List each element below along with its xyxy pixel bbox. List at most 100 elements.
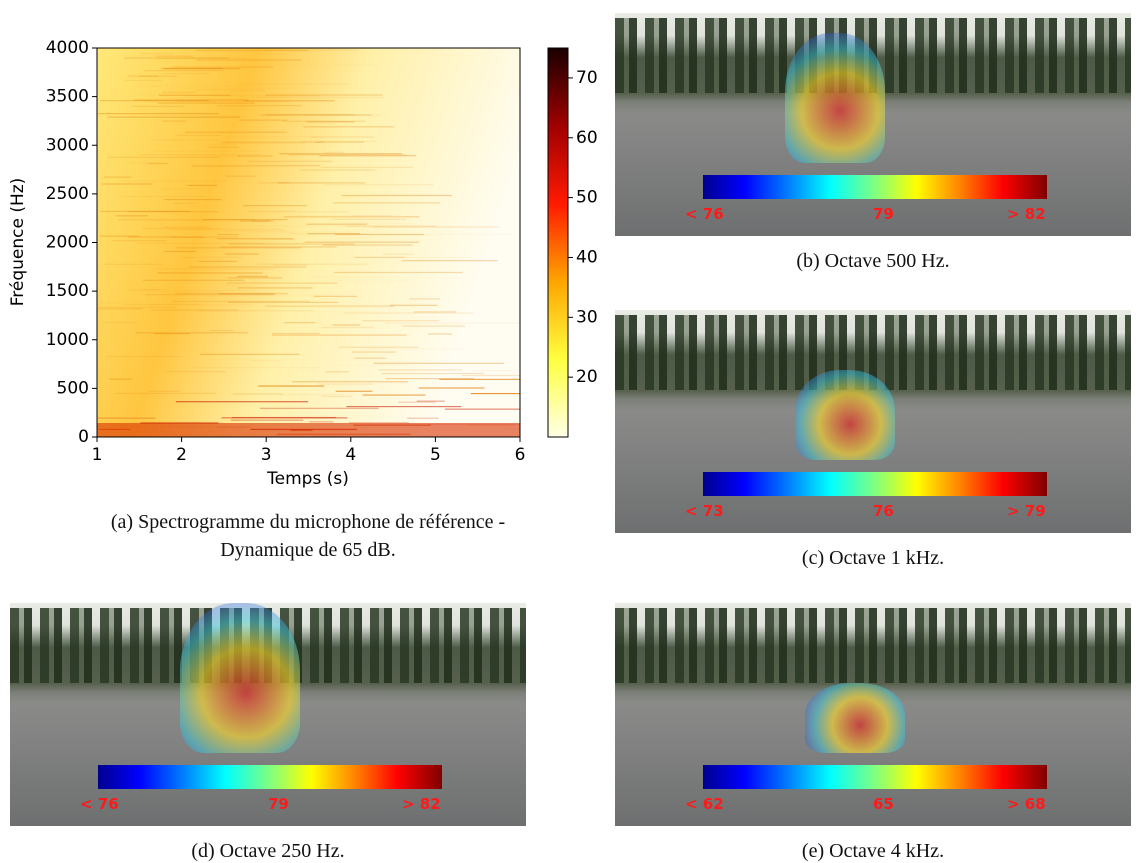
photo: < 73 76 > 79 — [615, 310, 1131, 533]
spectrogram-texture — [207, 146, 239, 148]
spectrogram-texture — [263, 49, 359, 51]
spectrogram-texture — [232, 393, 283, 395]
spectrogram-texture — [239, 220, 270, 222]
spectrogram-texture — [128, 211, 219, 213]
spectrogram-texture — [189, 266, 307, 268]
spectrogram-texture — [227, 277, 283, 279]
caption: (c) Octave 1 kHz. — [801, 547, 945, 569]
colorbar — [703, 175, 1047, 199]
spectrogram-texture — [282, 120, 366, 122]
spectrogram-texture — [164, 250, 197, 253]
spectrogram-texture — [413, 311, 457, 313]
spectrogram-texture — [362, 394, 426, 396]
spectrogram-texture — [213, 126, 271, 127]
spectrogram-texture — [97, 423, 520, 437]
colorbar-tick-label: 30 — [576, 307, 598, 327]
spectrogram-texture — [470, 370, 520, 372]
spectrogram-texture — [334, 271, 463, 274]
spectrogram-texture — [245, 210, 296, 212]
spectrogram-texture — [173, 202, 194, 204]
sound-overlay — [785, 33, 885, 163]
spectrogram-texture — [162, 72, 211, 75]
spectrogram-texture — [197, 310, 314, 312]
spectrogram-texture — [100, 210, 191, 213]
spectrogram-texture — [277, 182, 365, 184]
spectrogram-texture — [353, 215, 394, 217]
spectrogram-texture — [98, 306, 176, 308]
spectrogram-texture — [154, 268, 276, 270]
spectrogram-texture — [237, 155, 273, 157]
spectrogram-texture — [343, 312, 474, 314]
spectrogram-texture — [402, 325, 465, 327]
spectrogram-texture — [272, 334, 407, 336]
spectrogram-texture — [284, 216, 420, 218]
spectrogram-texture — [175, 100, 291, 103]
spectrogram-texture — [381, 372, 485, 375]
spectrogram-texture — [228, 301, 339, 303]
spectrogram-texture — [101, 183, 153, 185]
spectrogram-texture — [147, 162, 169, 165]
spectrogram-texture — [140, 422, 219, 424]
spectrogram-texture — [138, 75, 177, 77]
spectrogram-texture — [170, 203, 261, 204]
y-tick-label: 3000 — [46, 135, 89, 155]
spectrogram-texture — [157, 272, 263, 274]
spectrogram-texture — [195, 49, 308, 52]
spectrogram-image — [97, 48, 520, 437]
spectrogram-texture — [161, 91, 195, 94]
spectrogram-texture — [162, 120, 187, 122]
spectrogram-texture — [346, 405, 462, 408]
spectrogram-texture — [187, 184, 218, 187]
spectrogram-texture — [260, 114, 372, 116]
spectrogram-texture — [272, 144, 305, 145]
spectrogram-texture — [202, 218, 288, 221]
scale-label: 65 — [873, 795, 894, 813]
spectrogram-texture — [222, 108, 255, 109]
spectrogram-texture — [191, 165, 321, 167]
spectrogram-texture — [345, 225, 437, 227]
spectrogram-texture — [171, 66, 274, 68]
spectrogram-texture — [273, 264, 308, 266]
spectrogram-texture — [244, 100, 335, 102]
spectrogram-texture — [407, 417, 439, 419]
spectrogram-texture — [365, 348, 469, 350]
spectrogram-texture — [265, 305, 394, 307]
spectrogram-texture — [127, 236, 204, 238]
y-tick-label: 3500 — [46, 87, 89, 107]
spectrogram-texture — [222, 141, 324, 143]
spectrogram-texture — [217, 238, 294, 240]
spectrogram-texture — [209, 329, 234, 332]
spectrogram-texture — [244, 97, 366, 98]
spectrogram-chart: Fréquence (Hz) Temps (s) 1 2 3 4 5 6050010001… — [8, 38, 598, 489]
spectrogram-texture — [198, 260, 238, 263]
spectrogram-texture — [139, 53, 174, 55]
spectrogram-texture — [315, 141, 365, 143]
spectrogram-texture — [381, 233, 512, 236]
spectrogram-texture — [322, 395, 353, 398]
y-tick-label: 1500 — [46, 281, 89, 301]
spectrogram-texture — [139, 154, 262, 156]
spectrogram-texture — [124, 57, 229, 59]
spectrogram-texture — [348, 422, 409, 424]
spectrogram-texture — [266, 114, 355, 116]
scale-label: 79 — [268, 795, 289, 813]
photo: < 62 65 > 68 — [615, 603, 1131, 826]
spectrogram-texture — [102, 322, 138, 324]
spectrogram-texture — [307, 276, 386, 277]
spectrogram-texture — [174, 292, 288, 295]
scale-label: 76 — [873, 502, 894, 520]
trees — [615, 608, 1131, 683]
spectrogram-texture — [280, 394, 345, 396]
spectrogram-texture — [133, 99, 249, 101]
spectrogram-texture — [108, 378, 133, 380]
spectrogram-texture — [112, 240, 166, 242]
spectrogram-texture — [341, 163, 363, 164]
spectrogram-texture — [444, 408, 520, 410]
spectrogram-texture — [287, 233, 370, 235]
spectrogram-texture — [107, 116, 241, 118]
spectrogram-texture — [99, 100, 210, 102]
x-tick-label: 5 — [430, 445, 441, 465]
caption: (d) Octave 250 Hz. — [191, 840, 345, 862]
spectrogram-texture — [106, 355, 183, 358]
